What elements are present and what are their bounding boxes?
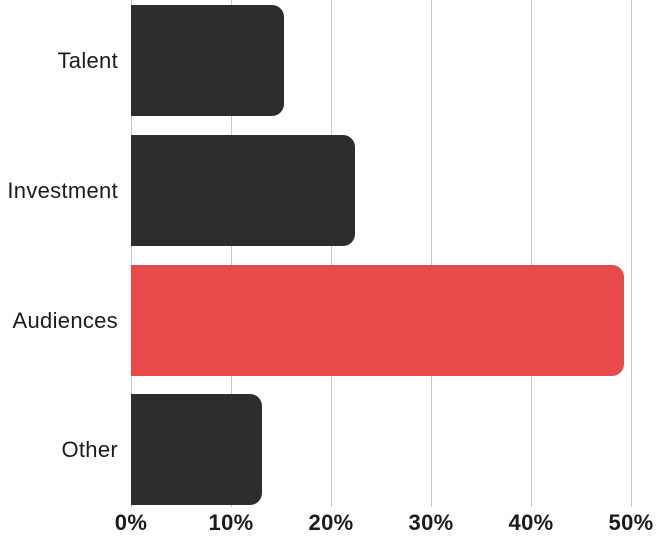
category-label-talent: Talent: [57, 47, 118, 73]
x-tick-label-30: 30%: [408, 510, 454, 535]
bar-other: [131, 394, 262, 505]
gridline-20: [331, 0, 332, 507]
gridline-30: [431, 0, 432, 507]
gridline-50: [631, 0, 632, 507]
x-tick-label-50: 50%: [608, 510, 654, 535]
gridline-0: [131, 0, 132, 507]
x-tick-label-10: 10%: [208, 510, 254, 535]
bar-investment: [131, 135, 355, 246]
category-label-other: Other: [61, 436, 118, 462]
gridline-40: [531, 0, 532, 507]
gridline-10: [231, 0, 232, 507]
x-tick-label-40: 40%: [508, 510, 554, 535]
category-label-audiences: Audiences: [12, 307, 118, 333]
category-label-investment: Investment: [7, 177, 118, 203]
bar-audiences: [131, 265, 624, 376]
x-tick-label-20: 20%: [308, 510, 354, 535]
x-tick-label-0: 0%: [114, 510, 148, 535]
bar-talent: [131, 5, 284, 116]
